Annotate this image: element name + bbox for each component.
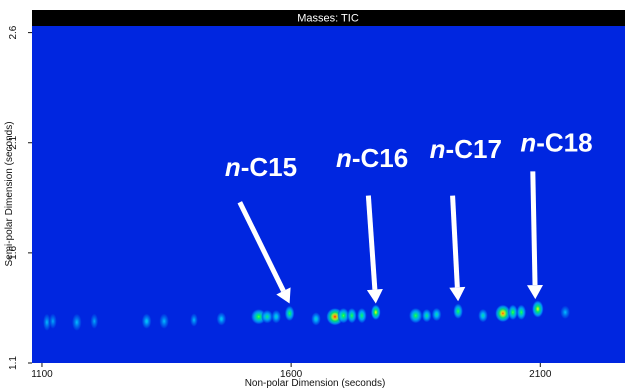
peak-blob — [478, 308, 488, 323]
peak-blob — [271, 309, 282, 324]
peak-label-name: -C16 — [352, 143, 408, 173]
peak-blob — [421, 308, 432, 323]
y-tick-label: 1.1 — [8, 356, 19, 370]
peaks-layer — [42, 300, 571, 332]
arrow-head — [276, 287, 291, 304]
peak-label: n-C18 — [520, 128, 592, 158]
peak-label-prefix: n — [225, 152, 241, 182]
peak-blob — [190, 313, 198, 327]
peak-blob — [453, 303, 464, 320]
peak-blob — [531, 300, 544, 318]
peak-blob — [370, 304, 381, 321]
peak-blob — [507, 304, 518, 321]
peak-blob — [71, 313, 82, 332]
x-tick-label: 1600 — [280, 369, 303, 380]
y-tick-label: 1.6 — [8, 245, 19, 259]
peak-blob — [159, 313, 170, 330]
peak-blob — [284, 305, 295, 322]
peak-label-name: -C15 — [241, 152, 297, 182]
peak-label-prefix: n — [336, 143, 352, 173]
peak-blob — [337, 307, 350, 324]
peak-blob — [261, 309, 274, 324]
arrow-shaft — [450, 195, 460, 288]
x-axis-title: Non-polar Dimension (seconds) — [245, 378, 386, 388]
arrow-head — [449, 286, 466, 302]
y-axis-title: Semi-polar Dimension (seconds) — [4, 121, 15, 266]
peak-label-prefix: n — [430, 134, 446, 164]
x-tick-label: 2100 — [529, 369, 552, 380]
peak-blob — [311, 311, 321, 326]
peak-blob — [346, 307, 357, 324]
peak-blob — [516, 304, 527, 321]
y-tick-label: 2.1 — [8, 135, 19, 149]
arrow-head — [527, 285, 543, 300]
peak-label-prefix: n — [520, 128, 536, 158]
arrow-head — [366, 289, 383, 304]
x-tick-label: 1100 — [31, 369, 53, 380]
peak-blob — [408, 307, 423, 324]
peak-label: n-C15 — [225, 152, 297, 182]
axes-layer: 1100 1600 2100 1.1 1.6 2.1 2.6 — [8, 25, 552, 380]
arrow-shaft — [365, 195, 378, 290]
peak-blob — [90, 313, 99, 330]
peak-label-name: -C18 — [536, 128, 592, 158]
peak-blob — [356, 307, 367, 324]
plot-title: Masses: TIC — [297, 13, 359, 25]
heatmap-background — [32, 26, 625, 363]
annotations-layer: n-C15 n-C16 n-C17 n-C18 — [225, 128, 593, 304]
peak-blob — [431, 307, 442, 322]
peak-blob — [141, 313, 152, 330]
arrow-shaft — [530, 171, 538, 286]
peak-blob — [494, 304, 511, 323]
y-tick-label: 2.6 — [8, 25, 19, 39]
peak-blob — [560, 305, 571, 320]
peak-label: n-C16 — [336, 143, 408, 173]
title-bar — [32, 10, 625, 26]
peak-blob — [48, 313, 57, 330]
peak-label-name: -C17 — [446, 134, 502, 164]
arrow-shaft — [237, 201, 286, 293]
peak-blob — [216, 311, 227, 326]
peak-blob — [42, 313, 51, 332]
peak-label: n-C17 — [430, 134, 502, 164]
